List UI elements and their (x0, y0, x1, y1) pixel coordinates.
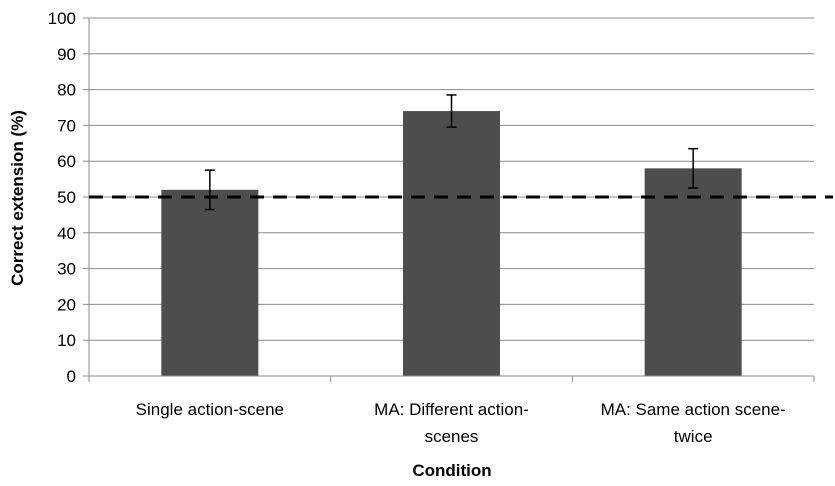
y-tick-label-100: 100 (48, 9, 76, 28)
x-category-label-2-line-0: MA: Same action scene- (601, 400, 786, 419)
y-tick-label-0: 0 (67, 367, 76, 386)
error-bars (204, 94, 699, 211)
bar-1 (403, 111, 500, 376)
labels: 0 10 20 30 40 50 60 70 80 90 100 Single action-scen… (48, 9, 786, 446)
y-tick-label-80: 80 (57, 81, 76, 100)
bar-2 (644, 168, 742, 376)
x-category-label-1-line-0: MA: Different action- (374, 400, 529, 419)
bars (161, 111, 742, 376)
y-tick-label-90: 90 (57, 45, 76, 64)
x-category-label-1: MA: Different action-scenes (374, 400, 529, 446)
x-category-label-0: Single action-scene (136, 400, 284, 419)
x-category-label-1-line-1: scenes (425, 427, 479, 446)
x-category-label-2-line-1: twice (674, 427, 713, 446)
y-tick-label-10: 10 (57, 331, 76, 350)
y-axis-title: Correct extension (%) (8, 110, 27, 286)
x-axis-title: Condition (412, 461, 491, 480)
y-tick-label-20: 20 (57, 295, 76, 314)
x-category-label-0-line-0: Single action-scene (136, 400, 284, 419)
y-tick-label-60: 60 (57, 152, 76, 171)
x-category-label-2: MA: Same action scene-twice (601, 400, 786, 446)
y-tick-label-30: 30 (57, 260, 76, 279)
y-tick-label-40: 40 (57, 224, 76, 243)
y-tick-label-70: 70 (57, 116, 76, 135)
bar-0 (161, 189, 259, 376)
y-tick-label-50: 50 (57, 188, 76, 207)
